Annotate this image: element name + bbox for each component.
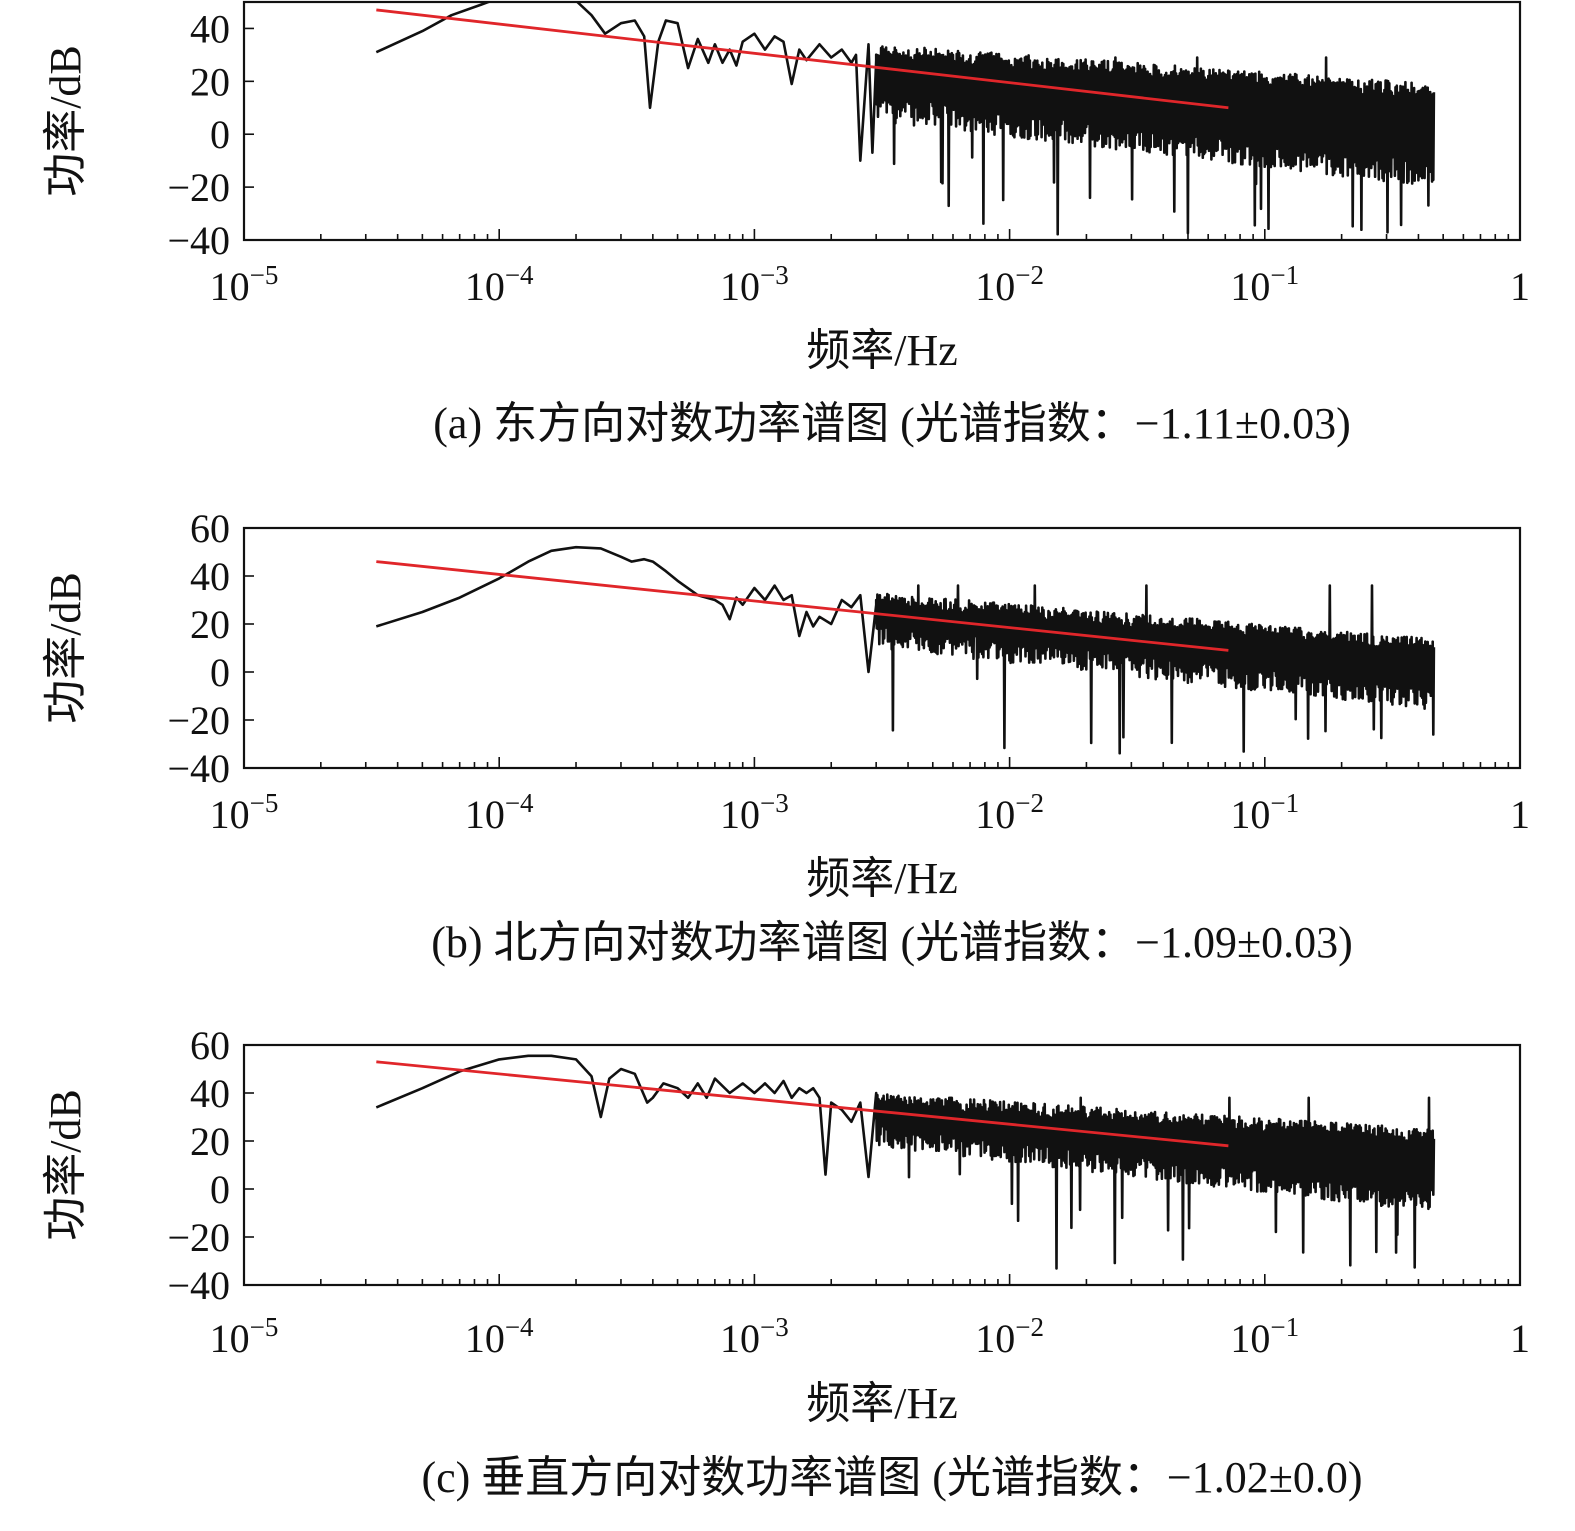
x-tick-label: 10−5 xyxy=(210,1312,279,1361)
y-tick-label: −40 xyxy=(167,746,230,791)
x-tick-label: 10−2 xyxy=(975,1312,1044,1361)
x-tick-label: 1 xyxy=(1510,792,1530,837)
x-axis-label: 频率/Hz xyxy=(806,1379,958,1428)
x-tick-label: 10−1 xyxy=(1230,260,1299,309)
x-tick-label: 10−3 xyxy=(720,788,789,837)
x-tick-label: 10−3 xyxy=(720,1312,789,1361)
plot-area xyxy=(375,545,1436,755)
x-tick-label: 10−5 xyxy=(210,788,279,837)
y-tick-label: 0 xyxy=(210,112,230,157)
plot-frame xyxy=(242,1043,1522,1287)
x-tick-label: 1 xyxy=(1510,264,1530,309)
fit-line xyxy=(376,8,1229,110)
x-tick-label: 10−5 xyxy=(210,260,279,309)
y-tick-label: 0 xyxy=(210,650,230,695)
y-axis-label: 功率/dB xyxy=(41,45,90,197)
x-tick-label: 10−4 xyxy=(465,260,534,309)
panel-caption: (c) 垂直方向对数功率谱图 (光谱指数：−1.02±0.0) xyxy=(421,1453,1362,1502)
y-axis-label: 功率/dB xyxy=(41,1089,90,1241)
y-tick-label: −40 xyxy=(167,1263,230,1308)
fit-line xyxy=(376,1060,1229,1148)
x-tick-label: 10−3 xyxy=(720,260,789,309)
x-tick-label: 10−1 xyxy=(1230,788,1299,837)
y-tick-label: 20 xyxy=(190,59,230,104)
panel-a: −40 −20 0 20 40 10−5 10−4 10−3 10−2 10−1 1 功率/dB 频率/… xyxy=(41,0,1530,448)
y-tick-label: −20 xyxy=(167,165,230,210)
x-tick-label: 10−2 xyxy=(975,788,1044,837)
y-tick-label: 40 xyxy=(190,1071,230,1116)
spectrum-line xyxy=(375,545,1436,755)
y-tick-label: 40 xyxy=(190,6,230,51)
y-tick-label: −40 xyxy=(167,218,230,263)
x-axis-label: 频率/Hz xyxy=(806,326,958,375)
plot-frame xyxy=(242,526,1522,770)
y-tick-label: −20 xyxy=(167,698,230,743)
panel-caption: (a) 东方向对数功率谱图 (光谱指数：−1.11±0.03) xyxy=(433,399,1350,448)
y-axis-label: 功率/dB xyxy=(41,572,90,724)
fit-line xyxy=(376,560,1229,652)
spectrum-line xyxy=(375,2,1436,236)
y-tick-label: 20 xyxy=(190,1119,230,1164)
spectrum-line xyxy=(375,1054,1436,1270)
plot-frame xyxy=(242,0,1522,242)
y-tick-label: 60 xyxy=(190,506,230,551)
y-tick-label: 20 xyxy=(190,602,230,647)
panel-caption: (b) 北方向对数功率谱图 (光谱指数：−1.09±0.03) xyxy=(431,918,1353,967)
x-tick-label: 10−1 xyxy=(1230,1312,1299,1361)
y-tick-label: 40 xyxy=(190,554,230,599)
plot-area xyxy=(375,2,1436,236)
x-axis-label: 频率/Hz xyxy=(806,854,958,903)
y-tick-label: 0 xyxy=(210,1167,230,1212)
x-tick-label: 10−4 xyxy=(465,1312,534,1361)
y-tick-label: −20 xyxy=(167,1215,230,1260)
x-tick-label: 10−2 xyxy=(975,260,1044,309)
y-tick-label: 60 xyxy=(190,1023,230,1068)
x-tick-label: 1 xyxy=(1510,1316,1530,1361)
plot-area xyxy=(375,1054,1436,1270)
x-tick-label: 10−4 xyxy=(465,788,534,837)
